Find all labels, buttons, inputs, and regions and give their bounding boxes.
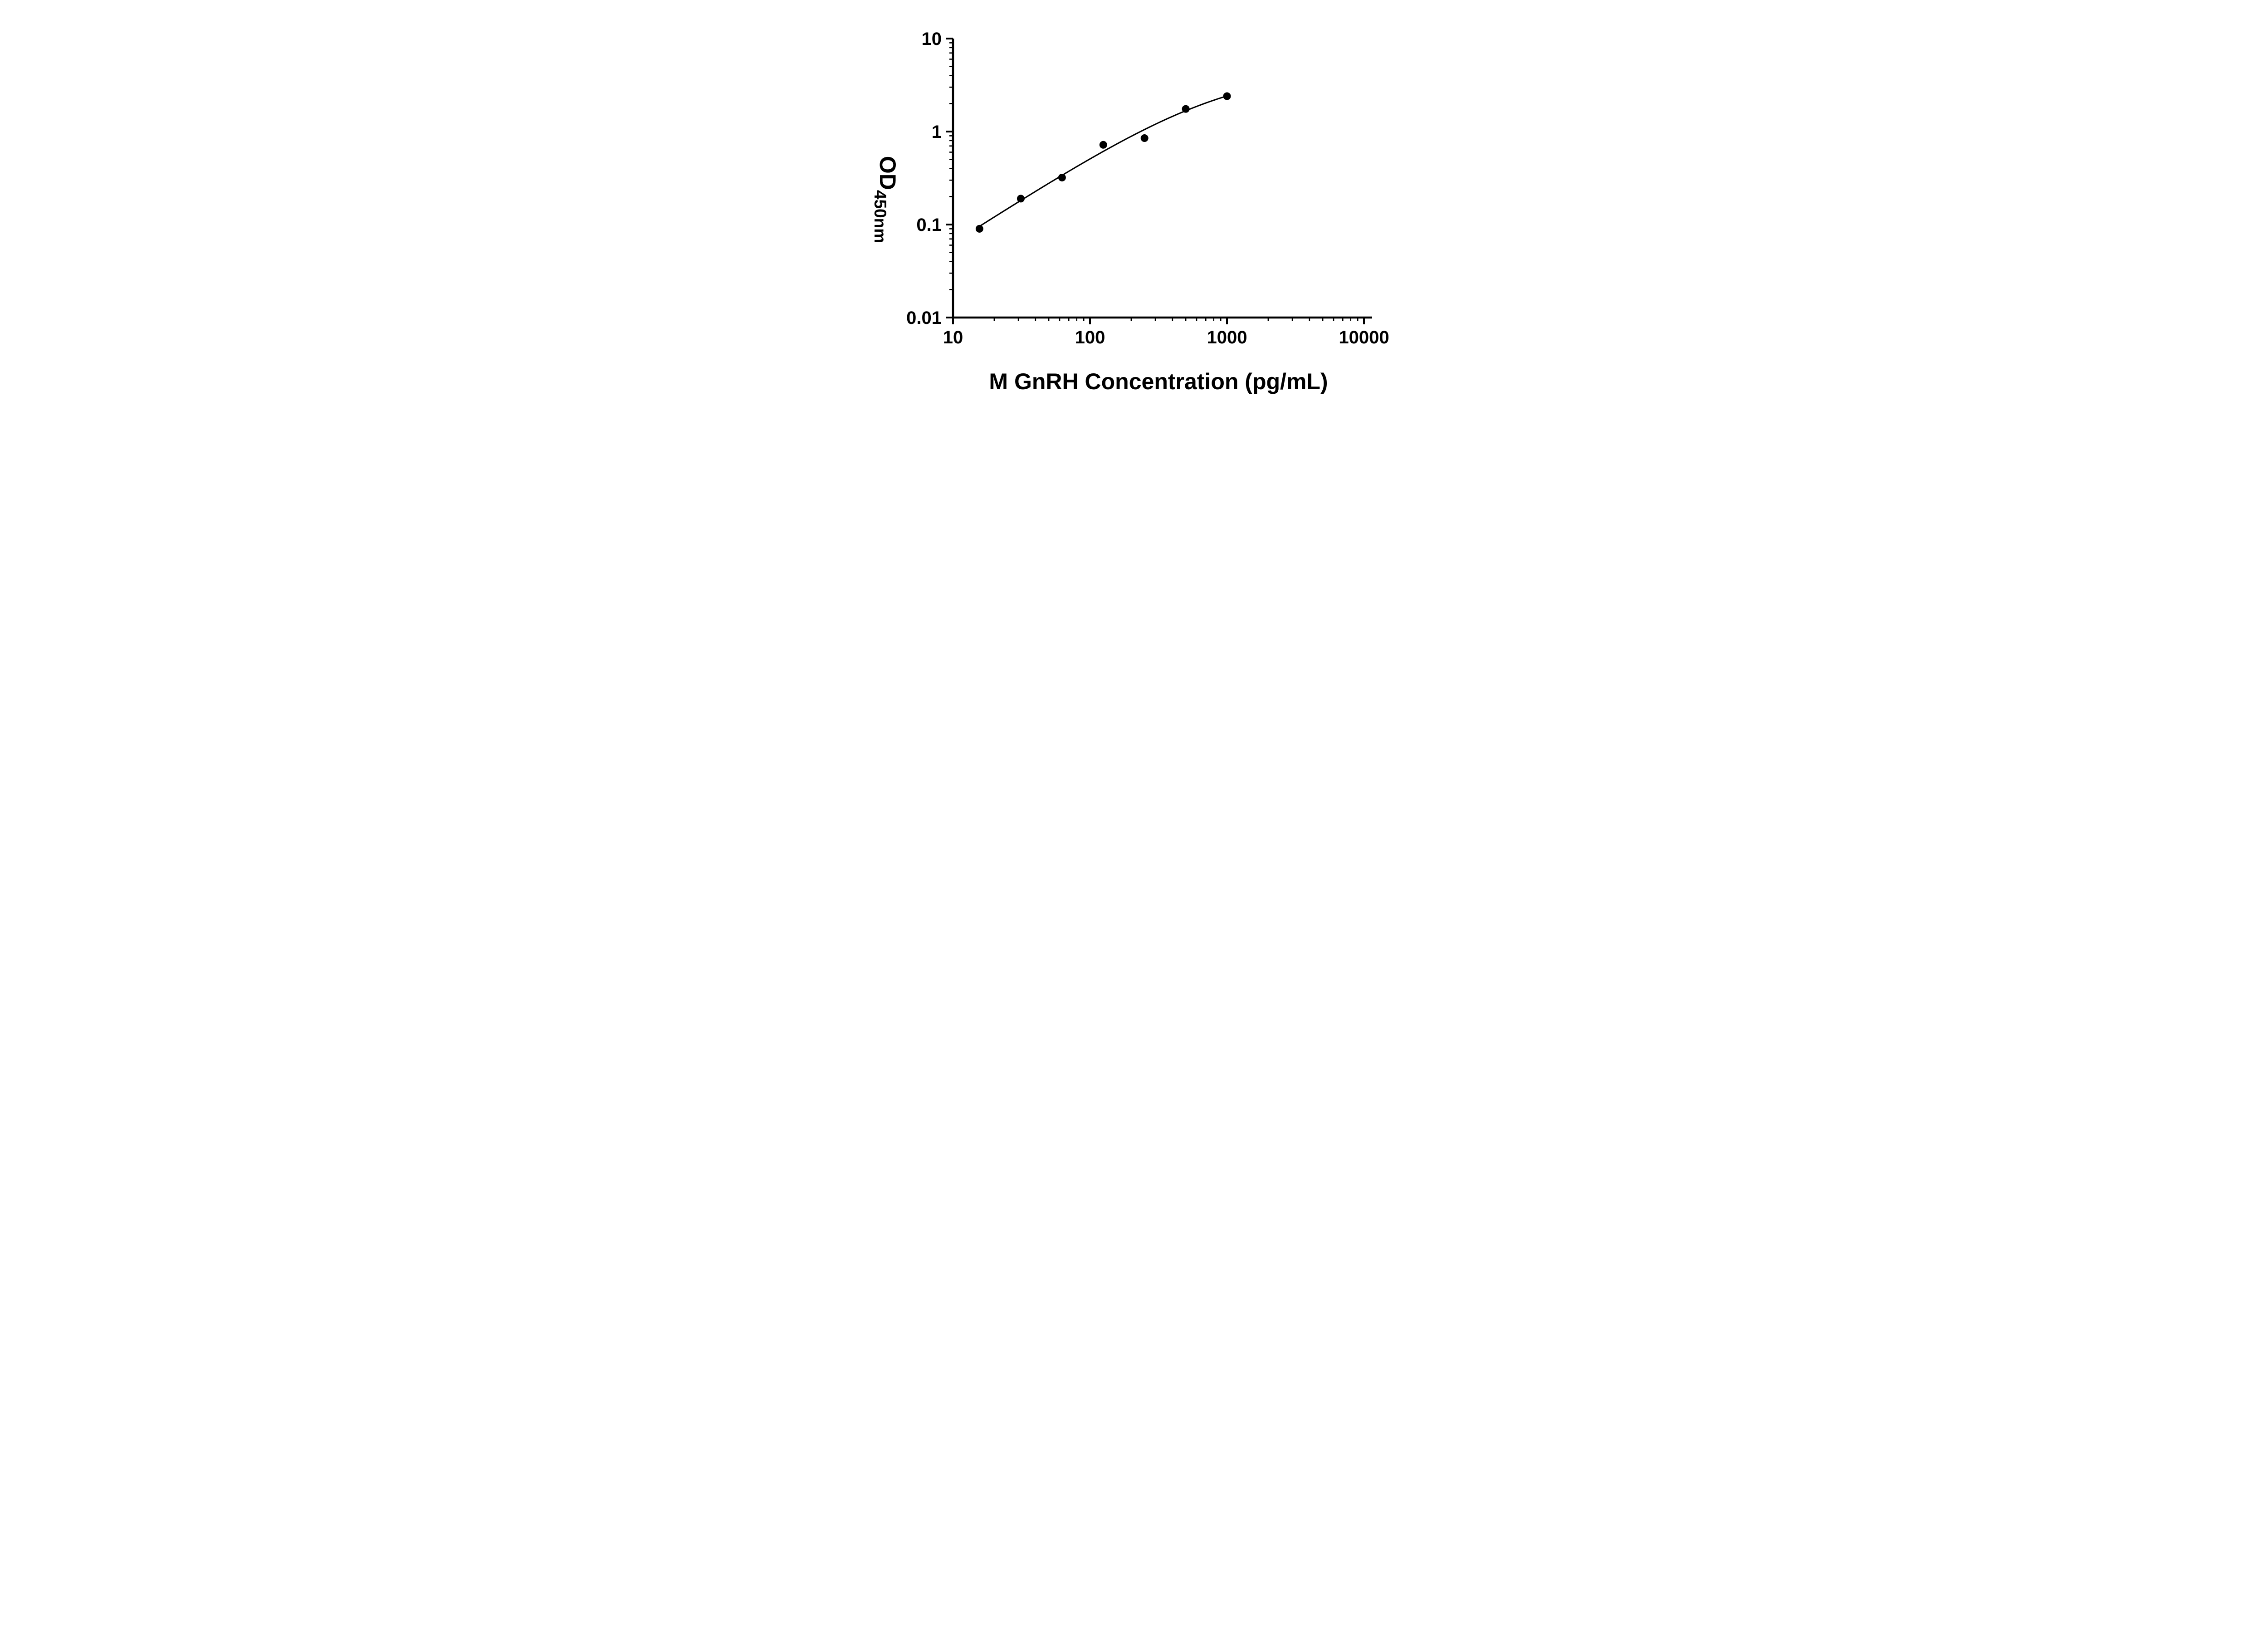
data-point [1140, 134, 1149, 142]
x-tick-label: 10000 [1339, 328, 1389, 347]
y-tick-label: 0.1 [916, 215, 942, 235]
axis-lines [952, 39, 1372, 319]
data-point [1058, 173, 1066, 181]
y-axis-title: OD450nm [871, 156, 900, 243]
data-point [1182, 105, 1190, 113]
data-point [1223, 92, 1231, 100]
x-tick-label: 100 [1075, 328, 1105, 347]
x-axis-title: M GnRH Concentration (pg/mL) [989, 369, 1328, 394]
chart-svg: 10 100 1000 10000 0.01 0.1 1 10 M GnRH Concentr… [871, 29, 1389, 394]
x-tick-label: 10 [943, 328, 963, 347]
y-axis-title-main: OD [875, 156, 900, 190]
y-tick-label: 0.01 [906, 308, 942, 328]
data-point [1099, 141, 1107, 149]
chart-generated-layer: 10 100 1000 10000 0.01 0.1 1 10 [906, 29, 1389, 347]
y-axis-title-subscript: 450nm [871, 190, 890, 243]
elisa-standard-curve-figure: 10 100 1000 10000 0.01 0.1 1 10 M GnRH Concentr… [842, 0, 1426, 408]
x-tick-label: 1000 [1207, 328, 1247, 347]
y-tick-label: 1 [932, 122, 942, 142]
data-point [1017, 195, 1025, 203]
data-point [975, 225, 983, 233]
y-tick-label: 10 [922, 29, 942, 49]
fit-curve [979, 95, 1227, 227]
